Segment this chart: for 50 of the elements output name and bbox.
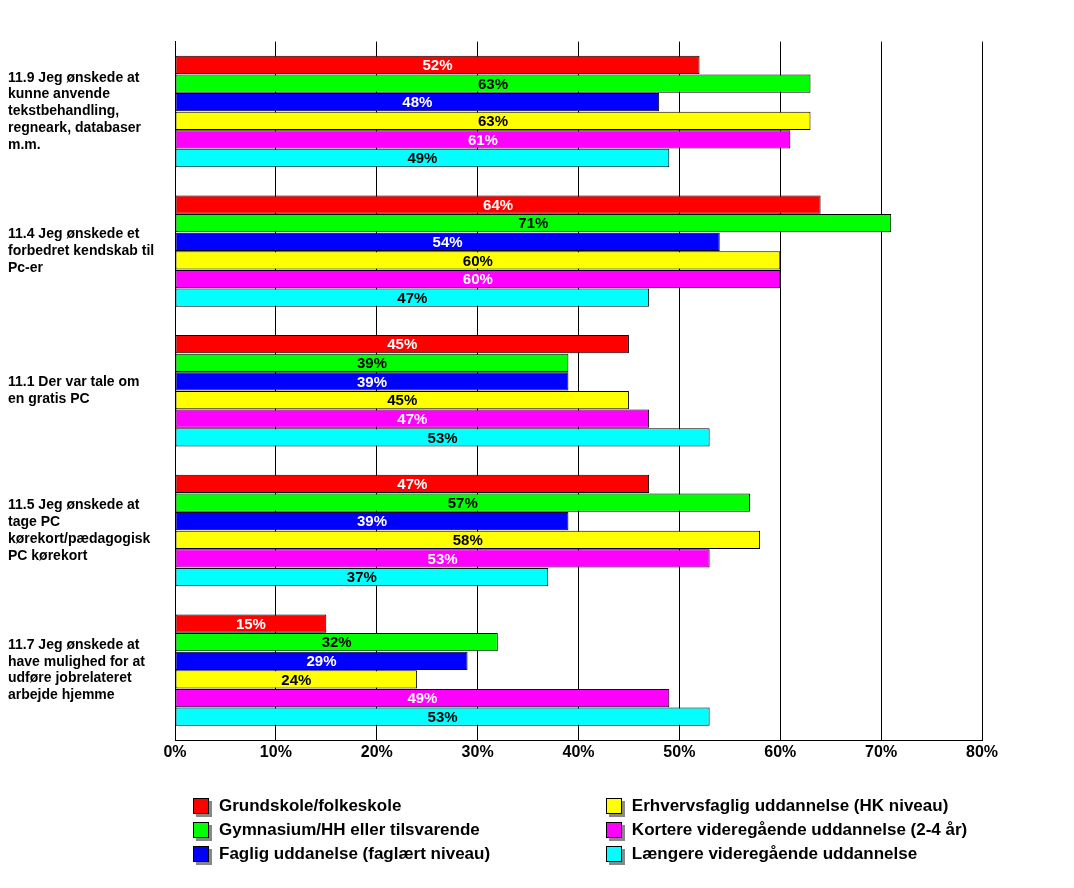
data-label: 29% xyxy=(306,651,337,669)
y-tick-label: 11.5 Jeg ønskede at tage PC kørekort/pædagogisk PC kørekort xyxy=(8,496,151,563)
data-label: 47% xyxy=(397,475,428,493)
data-label: 54% xyxy=(432,232,463,250)
data-label: 49% xyxy=(407,689,438,707)
data-label: 60% xyxy=(462,251,493,269)
data-label: 63% xyxy=(477,111,509,129)
x-tick-label: 10% xyxy=(259,743,292,761)
legend-label: Erhvervsfaglig uddannelse (HK niveau) xyxy=(631,796,949,816)
x-tick-label: 20% xyxy=(360,743,393,761)
x-tick-label: 80% xyxy=(965,743,999,761)
x-tick-label: 30% xyxy=(461,743,494,761)
legend-label: Kortere videregående uddannelse (2-4 år) xyxy=(631,820,968,840)
data-label: 49% xyxy=(407,149,438,167)
data-label: 47% xyxy=(397,288,428,306)
data-label: 32% xyxy=(321,633,352,651)
y-tick-label: 11.4 Jeg ønskede et forbedret kendskab til Pc-er xyxy=(8,225,155,275)
data-label: 61% xyxy=(467,130,498,148)
y-tick-label: 11.1 Der var tale om en gratis PC xyxy=(8,373,140,407)
data-label: 48% xyxy=(402,93,433,111)
data-label: 39% xyxy=(356,372,387,390)
data-label: 52% xyxy=(422,56,453,74)
data-label: 53% xyxy=(427,428,458,446)
data-label: 15% xyxy=(235,614,266,632)
data-label: 47% xyxy=(397,409,428,427)
data-label: 37% xyxy=(346,568,377,586)
data-label: 39% xyxy=(356,512,387,530)
legend-label: Gymnasium/HH eller tilsvarende xyxy=(219,820,480,840)
y-tick-label: 11.9 Jeg ønskede at kunne anvende tekstbehandling, regneark, databaser m.m. xyxy=(8,68,142,152)
data-label: 58% xyxy=(452,530,483,548)
data-label: 63% xyxy=(477,74,509,92)
y-tick-label: 11.7 Jeg ønskede at have mulighed for at udføre jobrelateret arbejde hjemme xyxy=(8,635,146,703)
x-tick-label: 40% xyxy=(562,743,595,761)
data-label: 24% xyxy=(281,670,312,688)
x-tick-label: 60% xyxy=(764,743,797,761)
legend-label: Grundskole/folkeskole xyxy=(219,796,402,816)
data-label: 64% xyxy=(483,195,514,213)
x-tick-label: 0% xyxy=(163,743,187,761)
data-label: 45% xyxy=(387,391,418,409)
legend-label: Længere videregående uddannelse xyxy=(631,844,918,864)
data-label: 71% xyxy=(518,214,549,232)
data-label: 53% xyxy=(427,549,458,567)
data-label: 60% xyxy=(462,270,493,288)
data-label: 39% xyxy=(356,354,387,371)
data-label: 57% xyxy=(447,493,478,511)
data-label: 53% xyxy=(427,707,458,725)
data-label: 45% xyxy=(387,335,418,353)
x-tick-label: 70% xyxy=(865,743,898,761)
x-tick-label: 50% xyxy=(663,743,696,761)
legend-label: Faglig uddanelse (faglært niveau) xyxy=(219,844,491,864)
